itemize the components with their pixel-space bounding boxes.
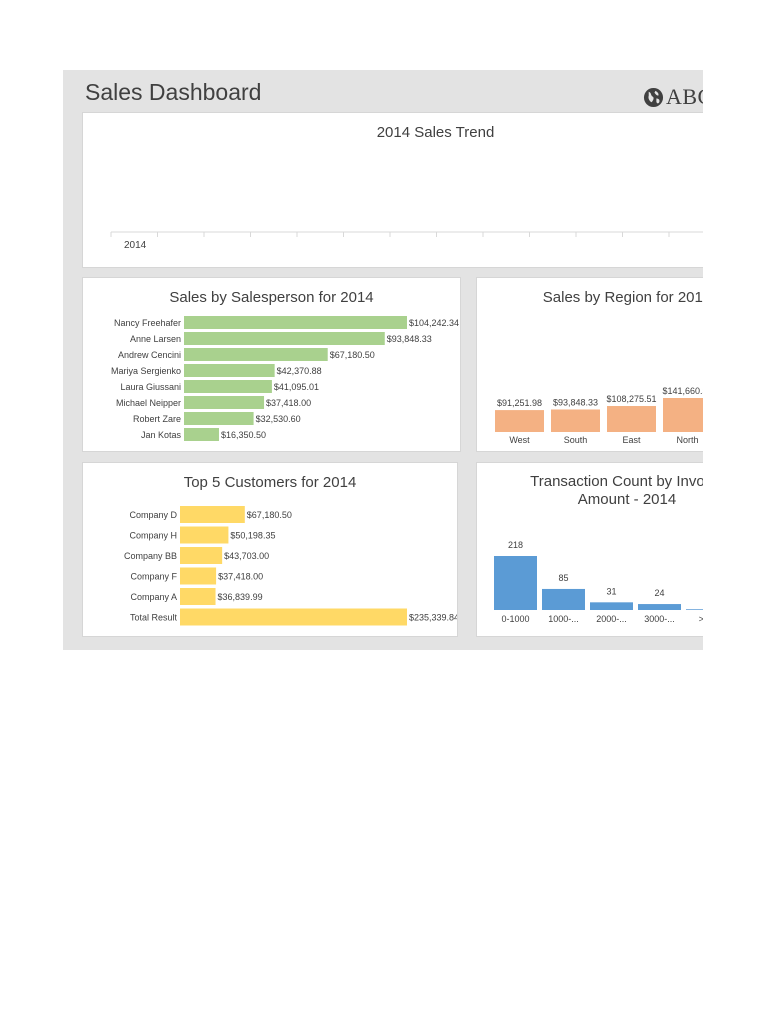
- category-label: Company F: [130, 572, 177, 582]
- bar: [184, 428, 219, 441]
- data-label: 31: [606, 586, 616, 596]
- company-logo: ABC: [643, 84, 703, 110]
- bar: [663, 398, 703, 432]
- data-label: $16,350.50: [221, 430, 266, 440]
- transaction-panel: Transaction Count by Invoice Amount - 20…: [476, 462, 703, 637]
- category-label: Laura Giussani: [120, 382, 181, 392]
- data-label: $141,660.30: [662, 386, 703, 396]
- category-label: East: [622, 435, 641, 445]
- bar: [590, 602, 633, 610]
- data-label: 85: [558, 573, 568, 583]
- data-label: $67,180.50: [247, 510, 292, 520]
- category-label: 2000-...: [596, 614, 627, 624]
- data-label: $41,095.01: [274, 382, 319, 392]
- category-label: 1000-...: [548, 614, 579, 624]
- data-label: $50,198.35: [230, 531, 275, 541]
- data-label: $93,848.33: [387, 334, 432, 344]
- data-label: $37,418.00: [266, 398, 311, 408]
- bar: [180, 608, 407, 626]
- category-label: Anne Larsen: [130, 334, 181, 344]
- category-label: West: [509, 435, 530, 445]
- chart-title: Transaction Count by Invoice Amount - 20…: [477, 473, 703, 509]
- chart-title: Sales by Salesperson for 2014: [169, 289, 374, 306]
- bar: [180, 547, 223, 564]
- region-chart: $91,251.98 West $93,848.33 South $108,275.51…: [495, 386, 703, 445]
- globe-icon: [643, 87, 664, 107]
- transaction-chart: 2180-1000851000-...312000-...243000-...3…: [494, 540, 703, 624]
- chart-title: 2014 Sales Trend: [376, 124, 495, 141]
- chart-title: Top 5 Customers for 2014: [183, 474, 357, 491]
- data-label: $104,242.34: [409, 318, 459, 328]
- sales-dashboard: Sales Dashboard ABC 2014 Sales Trend 201…: [63, 70, 703, 650]
- data-label: 218: [508, 540, 523, 550]
- sales-trend-panel: 2014 Sales Trend 2014: [82, 112, 703, 268]
- customers-chart: Company D $67,180.50 Company H $50,198.35 Co…: [124, 506, 458, 626]
- category-label: Company A: [130, 592, 177, 602]
- data-label: $108,275.51: [606, 394, 656, 404]
- x-tick-label: 2014: [124, 240, 147, 251]
- category-label: Robert Zare: [133, 414, 181, 424]
- bar: [180, 588, 216, 605]
- bar: [184, 332, 385, 345]
- logo-text: ABC: [666, 84, 703, 109]
- bar: [184, 316, 407, 329]
- data-label: $93,848.33: [553, 397, 598, 407]
- salesperson-panel: Sales by Salesperson for 2014 Nancy Free…: [82, 277, 461, 452]
- data-label: $91,251.98: [497, 398, 542, 408]
- category-label: 0-1000: [501, 614, 529, 624]
- bar: [638, 604, 681, 610]
- bar: [551, 409, 600, 432]
- bar: [184, 348, 328, 361]
- data-label: $235,339.84: [409, 613, 458, 623]
- category-label: Michael Neipper: [116, 398, 181, 408]
- bar: [180, 506, 245, 523]
- category-label: Total Result: [130, 613, 178, 623]
- category-label: Andrew Cencini: [118, 350, 181, 360]
- data-label: $42,370.88: [277, 366, 322, 376]
- category-label: Mariya Sergienko: [111, 366, 181, 376]
- bar: [495, 410, 544, 432]
- salesperson-chart: Nancy Freehafer $104,242.34 Anne Larsen $93…: [111, 316, 459, 441]
- data-label: $37,418.00: [218, 572, 263, 582]
- bar: [184, 412, 254, 425]
- bar: [180, 567, 217, 585]
- bar: [686, 609, 703, 610]
- data-label: $43,703.00: [224, 551, 269, 561]
- category-label: Nancy Freehafer: [114, 318, 181, 328]
- dashboard-title: Sales Dashboard: [85, 79, 262, 105]
- chart-title-line: Transaction Count by Invoice: [530, 473, 703, 490]
- bar: [184, 380, 272, 393]
- data-label: $67,180.50: [330, 350, 375, 360]
- bar: [607, 406, 656, 432]
- category-label: Company D: [129, 510, 177, 520]
- category-label: South: [564, 435, 588, 445]
- bar: [184, 396, 265, 409]
- bar: [494, 556, 537, 610]
- data-label: $36,839.99: [218, 592, 263, 602]
- chart-title-line: Amount - 2014: [577, 491, 677, 508]
- bar: [542, 588, 585, 610]
- region-panel: Sales by Region for 2014 $91,251.98 West $…: [476, 277, 703, 452]
- bar: [180, 526, 229, 544]
- category-label: Company BB: [124, 551, 177, 561]
- category-label: Company H: [129, 531, 177, 541]
- bar: [184, 364, 275, 377]
- customers-panel: Top 5 Customers for 2014 Company D $67,18…: [82, 462, 458, 637]
- category-label: North: [676, 435, 698, 445]
- data-label: 24: [654, 588, 664, 598]
- data-label: $32,530.60: [256, 414, 301, 424]
- chart-title: Sales by Region for 2014: [542, 289, 703, 306]
- category-label: Jan Kotas: [141, 430, 182, 440]
- category-label: 3000-...: [644, 614, 675, 624]
- category-label: >4...: [699, 614, 703, 624]
- sales-trend-chart: 2014: [110, 231, 703, 251]
